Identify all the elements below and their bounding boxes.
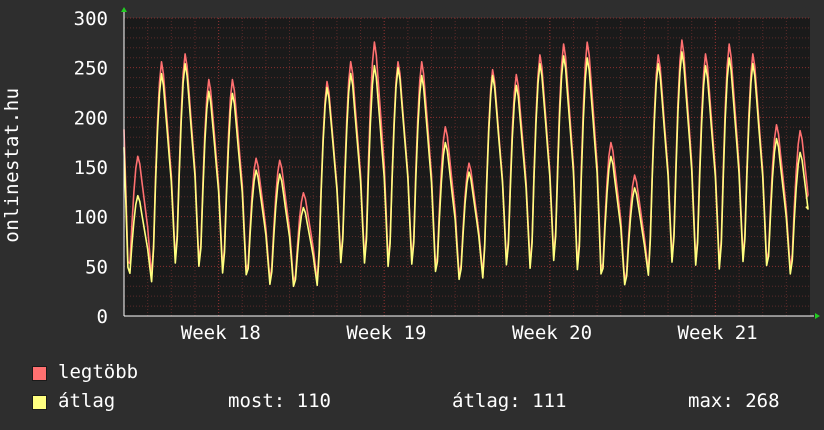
y-tick-label: 300 [74, 8, 108, 30]
chart-svg: 0 50 100 150 200 250 300 Week 18 Week 19 Week 20 W… [74, 7, 820, 340]
legend-swatch-max [32, 366, 47, 381]
y-tick-label: 100 [74, 207, 108, 229]
x-axis-arrow [815, 313, 820, 319]
legend-label-max: legtöbb [58, 361, 139, 383]
y-tick-label: 200 [74, 107, 108, 129]
x-tick-label: Week 20 [512, 322, 592, 340]
x-tick-label: Week 18 [181, 322, 261, 340]
y-tick-label: 0 [97, 306, 108, 328]
x-tick-label: Week 19 [346, 322, 426, 340]
stat-max: max: 268 [688, 390, 780, 412]
y-tick-label: 150 [74, 157, 108, 179]
y-axis-arrow [121, 7, 127, 12]
legend-swatch-avg [32, 395, 47, 410]
x-tick-label: Week 21 [678, 322, 758, 340]
series-line-avg [123, 51, 809, 288]
stat-average: átlag: 111 [452, 390, 567, 412]
legend-label-avg: átlag [58, 390, 116, 412]
y-tick-label: 50 [85, 256, 108, 278]
stat-now: most: 110 [228, 390, 331, 412]
y-tick-label: 250 [74, 58, 108, 80]
